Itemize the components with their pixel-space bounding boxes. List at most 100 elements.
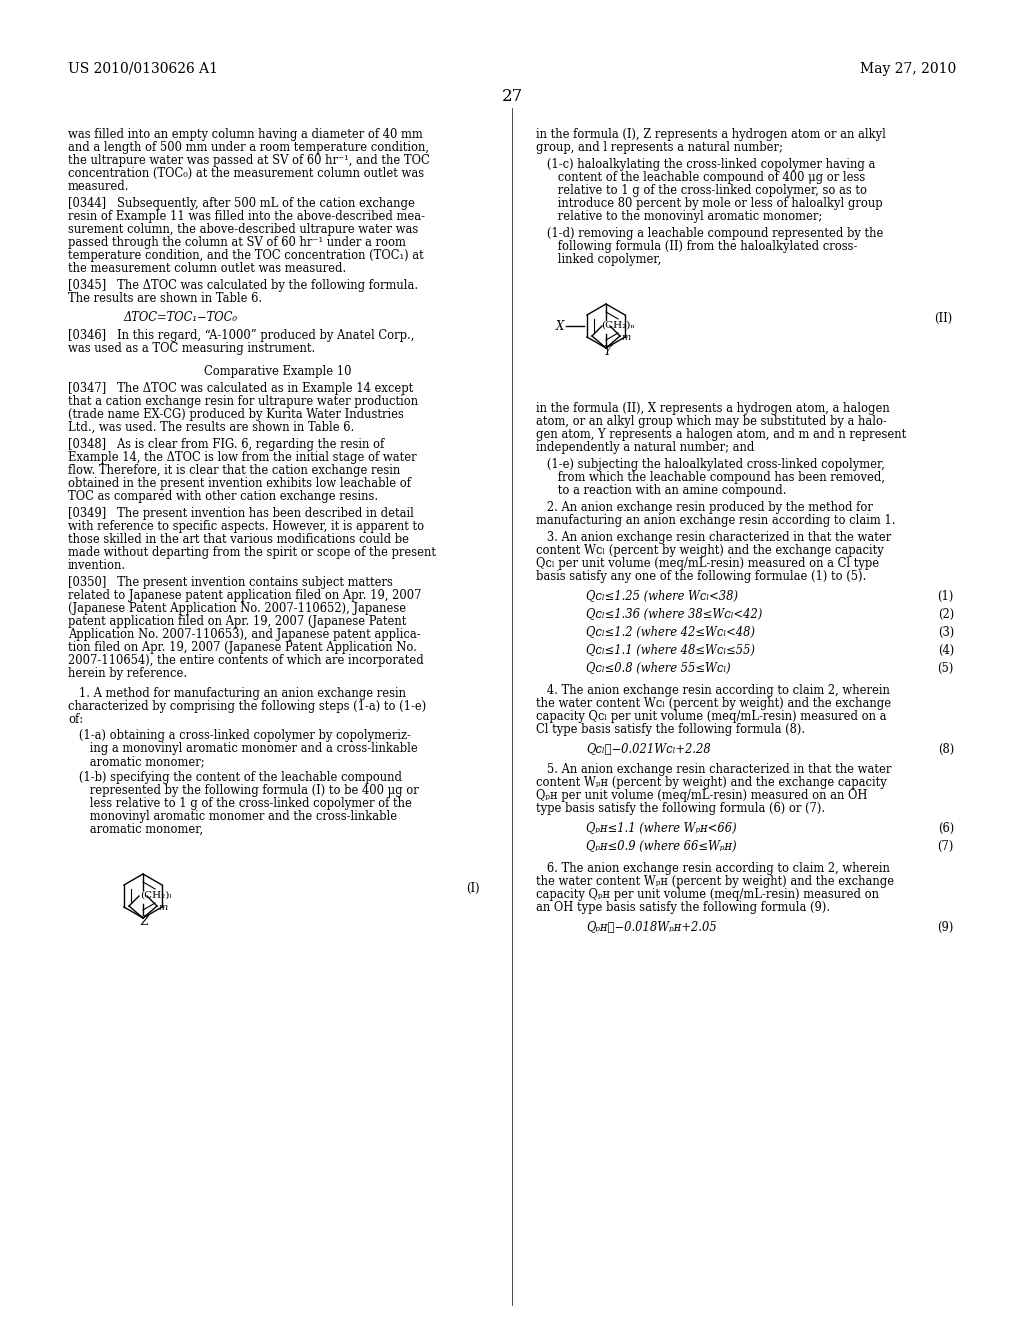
Text: aromatic monomer,: aromatic monomer, xyxy=(68,822,203,836)
Text: from which the leachable compound has been removed,: from which the leachable compound has be… xyxy=(536,471,885,484)
Text: measured.: measured. xyxy=(68,180,129,193)
Text: (1-d) removing a leachable compound represented by the: (1-d) removing a leachable compound repr… xyxy=(536,227,884,240)
Text: and a length of 500 mm under a room temperature condition,: and a length of 500 mm under a room temp… xyxy=(68,141,429,154)
Text: patent application filed on Apr. 19, 2007 (Japanese Patent: patent application filed on Apr. 19, 200… xyxy=(68,615,407,628)
Text: concentration (TOC₀) at the measurement column outlet was: concentration (TOC₀) at the measurement … xyxy=(68,168,424,180)
Text: 2007-110654), the entire contents of which are incorporated: 2007-110654), the entire contents of whi… xyxy=(68,653,424,667)
Text: Qᴄₗ per unit volume (meq/mL-resin) measured on a Cl type: Qᴄₗ per unit volume (meq/mL-resin) measu… xyxy=(536,557,880,570)
Text: the measurement column outlet was measured.: the measurement column outlet was measur… xyxy=(68,261,346,275)
Text: Qₚʜ≅−0.018Wₚʜ+2.05: Qₚʜ≅−0.018Wₚʜ+2.05 xyxy=(586,921,717,935)
Text: (Japanese Patent Application No. 2007-110652), Japanese: (Japanese Patent Application No. 2007-11… xyxy=(68,602,407,615)
Text: was filled into an empty column having a diameter of 40 mm: was filled into an empty column having a… xyxy=(68,128,423,141)
Text: the water content Wᴄₗ (percent by weight) and the exchange: the water content Wᴄₗ (percent by weight… xyxy=(536,697,891,710)
Text: capacity Qᴄₗ per unit volume (meq/mL-resin) measured on a: capacity Qᴄₗ per unit volume (meq/mL-res… xyxy=(536,710,887,723)
Text: Qᴄₗ≤0.8 (where 55≤Wᴄₗ): Qᴄₗ≤0.8 (where 55≤Wᴄₗ) xyxy=(586,663,731,675)
Text: Ltd., was used. The results are shown in Table 6.: Ltd., was used. The results are shown in… xyxy=(68,421,354,434)
Text: Z: Z xyxy=(140,915,148,928)
Text: aromatic monomer;: aromatic monomer; xyxy=(68,755,205,768)
Text: [0344]   Subsequently, after 500 mL of the cation exchange: [0344] Subsequently, after 500 mL of the… xyxy=(68,197,415,210)
Text: 3. An anion exchange resin characterized in that the water: 3. An anion exchange resin characterized… xyxy=(536,531,891,544)
Text: [0349]   The present invention has been described in detail: [0349] The present invention has been de… xyxy=(68,507,414,520)
Text: Qᴄₗ≤1.36 (where 38≤Wᴄₗ<42): Qᴄₗ≤1.36 (where 38≤Wᴄₗ<42) xyxy=(586,609,763,620)
Text: an OH type basis satisfy the following formula (9).: an OH type basis satisfy the following f… xyxy=(536,902,830,913)
Text: [0348]   As is clear from FIG. 6, regarding the resin of: [0348] As is clear from FIG. 6, regardin… xyxy=(68,438,384,451)
Text: (1-e) subjecting the haloalkylated cross-linked copolymer,: (1-e) subjecting the haloalkylated cross… xyxy=(536,458,885,471)
Text: Qᴄₗ≤1.25 (where Wᴄₗ<38): Qᴄₗ≤1.25 (where Wᴄₗ<38) xyxy=(586,590,738,603)
Text: [0347]   The ΔTOC was calculated as in Example 14 except: [0347] The ΔTOC was calculated as in Exa… xyxy=(68,381,414,395)
Text: m: m xyxy=(621,333,630,342)
Text: (1-b) specifying the content of the leachable compound: (1-b) specifying the content of the leac… xyxy=(68,771,402,784)
Text: (1-c) haloalkylating the cross-linked copolymer having a: (1-c) haloalkylating the cross-linked co… xyxy=(536,158,876,172)
Text: Qₚʜ≤0.9 (where 66≤Wₚʜ): Qₚʜ≤0.9 (where 66≤Wₚʜ) xyxy=(586,840,736,853)
Text: to a reaction with an amine compound.: to a reaction with an amine compound. xyxy=(536,484,786,498)
Text: (1-a) obtaining a cross-linked copolymer by copolymeriz-: (1-a) obtaining a cross-linked copolymer… xyxy=(68,729,411,742)
Text: Comparative Example 10: Comparative Example 10 xyxy=(204,366,352,378)
Text: 5. An anion exchange resin characterized in that the water: 5. An anion exchange resin characterized… xyxy=(536,763,891,776)
Text: ΔTOC=TOC₁−TOC₀: ΔTOC=TOC₁−TOC₀ xyxy=(123,312,237,323)
Text: 1. A method for manufacturing an anion exchange resin: 1. A method for manufacturing an anion e… xyxy=(68,686,406,700)
Text: characterized by comprising the following steps (1-a) to (1-e): characterized by comprising the followin… xyxy=(68,700,426,713)
Text: content Wᴄₗ (percent by weight) and the exchange capacity: content Wᴄₗ (percent by weight) and the … xyxy=(536,544,884,557)
Text: 6. The anion exchange resin according to claim 2, wherein: 6. The anion exchange resin according to… xyxy=(536,862,890,875)
Text: 4. The anion exchange resin according to claim 2, wherein: 4. The anion exchange resin according to… xyxy=(536,684,890,697)
Text: obtained in the present invention exhibits low leachable of: obtained in the present invention exhibi… xyxy=(68,477,411,490)
Text: made without departing from the spirit or scope of the present: made without departing from the spirit o… xyxy=(68,546,436,558)
Text: introduce 80 percent by mole or less of haloalkyl group: introduce 80 percent by mole or less of … xyxy=(536,197,883,210)
Text: [0345]   The ΔTOC was calculated by the following formula.: [0345] The ΔTOC was calculated by the fo… xyxy=(68,279,418,292)
Text: type basis satisfy the following formula (6) or (7).: type basis satisfy the following formula… xyxy=(536,803,825,814)
Text: (trade name EX-CG) produced by Kurita Water Industries: (trade name EX-CG) produced by Kurita Wa… xyxy=(68,408,403,421)
Text: of:: of: xyxy=(68,713,83,726)
Text: 27: 27 xyxy=(502,88,522,106)
Text: was used as a TOC measuring instrument.: was used as a TOC measuring instrument. xyxy=(68,342,315,355)
Text: (2): (2) xyxy=(938,609,954,620)
Text: (7): (7) xyxy=(938,840,954,853)
Text: passed through the column at SV of 60 hr⁻¹ under a room: passed through the column at SV of 60 hr… xyxy=(68,236,406,249)
Text: related to Japanese patent application filed on Apr. 19, 2007: related to Japanese patent application f… xyxy=(68,589,422,602)
Text: Example 14, the ΔTOC is low from the initial stage of water: Example 14, the ΔTOC is low from the ini… xyxy=(68,451,417,465)
Text: (1): (1) xyxy=(938,590,954,603)
Text: flow. Therefore, it is clear that the cation exchange resin: flow. Therefore, it is clear that the ca… xyxy=(68,465,400,477)
Text: represented by the following formula (I) to be 400 μg or: represented by the following formula (I)… xyxy=(68,784,419,797)
Text: 2. An anion exchange resin produced by the method for: 2. An anion exchange resin produced by t… xyxy=(536,502,872,513)
Text: TOC as compared with other cation exchange resins.: TOC as compared with other cation exchan… xyxy=(68,490,378,503)
Text: The results are shown in Table 6.: The results are shown in Table 6. xyxy=(68,292,262,305)
Text: (5): (5) xyxy=(938,663,954,675)
Text: in the formula (II), X represents a hydrogen atom, a halogen: in the formula (II), X represents a hydr… xyxy=(536,403,890,414)
Text: Qₚʜ per unit volume (meq/mL-resin) measured on an OH: Qₚʜ per unit volume (meq/mL-resin) measu… xyxy=(536,789,867,803)
Text: Qᴄₗ≤1.2 (where 42≤Wᴄₗ<48): Qᴄₗ≤1.2 (where 42≤Wᴄₗ<48) xyxy=(586,626,755,639)
Text: relative to the monovinyl aromatic monomer;: relative to the monovinyl aromatic monom… xyxy=(536,210,822,223)
Text: monovinyl aromatic monomer and the cross-linkable: monovinyl aromatic monomer and the cross… xyxy=(68,810,397,822)
Text: (6): (6) xyxy=(938,822,954,836)
Text: Qᴄₗ≤1.1 (where 48≤Wᴄₗ≤55): Qᴄₗ≤1.1 (where 48≤Wᴄₗ≤55) xyxy=(586,644,755,657)
Text: content Wₚʜ (percent by weight) and the exchange capacity: content Wₚʜ (percent by weight) and the … xyxy=(536,776,887,789)
Text: ing a monovinyl aromatic monomer and a cross-linkable: ing a monovinyl aromatic monomer and a c… xyxy=(68,742,418,755)
Text: (4): (4) xyxy=(938,644,954,657)
Text: resin of Example 11 was filled into the above-described mea-: resin of Example 11 was filled into the … xyxy=(68,210,425,223)
Text: manufacturing an anion exchange resin according to claim 1.: manufacturing an anion exchange resin ac… xyxy=(536,513,896,527)
Text: Qᴄₗ≅−0.021Wᴄₗ+2.28: Qᴄₗ≅−0.021Wᴄₗ+2.28 xyxy=(586,743,711,756)
Text: less relative to 1 g of the cross-linked copolymer of the: less relative to 1 g of the cross-linked… xyxy=(68,797,412,810)
Text: basis satisfy any one of the following formulae (1) to (5).: basis satisfy any one of the following f… xyxy=(536,570,866,583)
Text: X: X xyxy=(556,319,564,333)
Text: relative to 1 g of the cross-linked copolymer, so as to: relative to 1 g of the cross-linked copo… xyxy=(536,183,867,197)
Text: independently a natural number; and: independently a natural number; and xyxy=(536,441,755,454)
Text: (CH₂)ₗ: (CH₂)ₗ xyxy=(140,891,172,900)
Text: [0350]   The present invention contains subject matters: [0350] The present invention contains su… xyxy=(68,576,393,589)
Text: US 2010/0130626 A1: US 2010/0130626 A1 xyxy=(68,62,218,77)
Text: temperature condition, and the TOC concentration (TOC₁) at: temperature condition, and the TOC conce… xyxy=(68,249,424,261)
Text: in the formula (I), Z represents a hydrogen atom or an alkyl: in the formula (I), Z represents a hydro… xyxy=(536,128,886,141)
Text: (I): (I) xyxy=(466,882,479,895)
Text: that a cation exchange resin for ultrapure water production: that a cation exchange resin for ultrapu… xyxy=(68,395,418,408)
Text: group, and l represents a natural number;: group, and l represents a natural number… xyxy=(536,141,783,154)
Text: m: m xyxy=(158,903,167,912)
Text: (3): (3) xyxy=(938,626,954,639)
Text: [0346]   In this regard, “A-1000” produced by Anatel Corp.,: [0346] In this regard, “A-1000” produced… xyxy=(68,329,415,342)
Text: (II): (II) xyxy=(934,312,952,325)
Text: Qₚʜ≤1.1 (where Wₚʜ<66): Qₚʜ≤1.1 (where Wₚʜ<66) xyxy=(586,822,736,836)
Text: the ultrapure water was passed at SV of 60 hr⁻¹, and the TOC: the ultrapure water was passed at SV of … xyxy=(68,154,430,168)
Text: (8): (8) xyxy=(938,743,954,756)
Text: atom, or an alkyl group which may be substituted by a halo-: atom, or an alkyl group which may be sub… xyxy=(536,414,887,428)
Text: (CH₂)ₙ: (CH₂)ₙ xyxy=(601,321,635,330)
Text: content of the leachable compound of 400 μg or less: content of the leachable compound of 400… xyxy=(536,172,865,183)
Text: Application No. 2007-110653), and Japanese patent applica-: Application No. 2007-110653), and Japane… xyxy=(68,628,421,642)
